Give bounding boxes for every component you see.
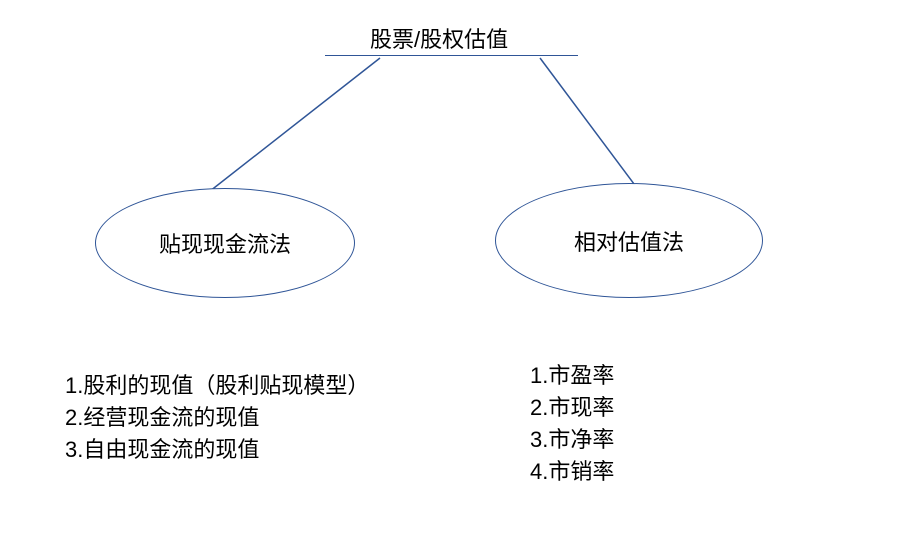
node-relative: 相对估值法 <box>495 183 763 298</box>
node-dcf-label: 贴现现金流法 <box>159 227 291 259</box>
relative-list: 1.市盈率 2.市现率 3.市净率 4.市销率 <box>530 360 614 488</box>
node-relative-label: 相对估值法 <box>574 225 684 257</box>
connector-right-line <box>540 58 640 192</box>
list-item: 1.市盈率 <box>530 360 614 392</box>
node-dcf: 贴现现金流法 <box>95 188 355 298</box>
dcf-list: 1.股利的现值（股利贴现模型） 2.经营现金流的现值 3.自由现金流的现值 <box>65 370 369 466</box>
list-item: 2.市现率 <box>530 392 614 424</box>
list-item: 4.市销率 <box>530 456 614 488</box>
list-item: 1.股利的现值（股利贴现模型） <box>65 370 369 402</box>
valuation-diagram: 股票/股权估值 贴现现金流法 相对估值法 1.股利的现值（股利贴现模型） 2.经… <box>0 0 897 536</box>
list-item: 3.市净率 <box>530 424 614 456</box>
list-item: 2.经营现金流的现值 <box>65 402 369 434</box>
list-item: 3.自由现金流的现值 <box>65 434 369 466</box>
